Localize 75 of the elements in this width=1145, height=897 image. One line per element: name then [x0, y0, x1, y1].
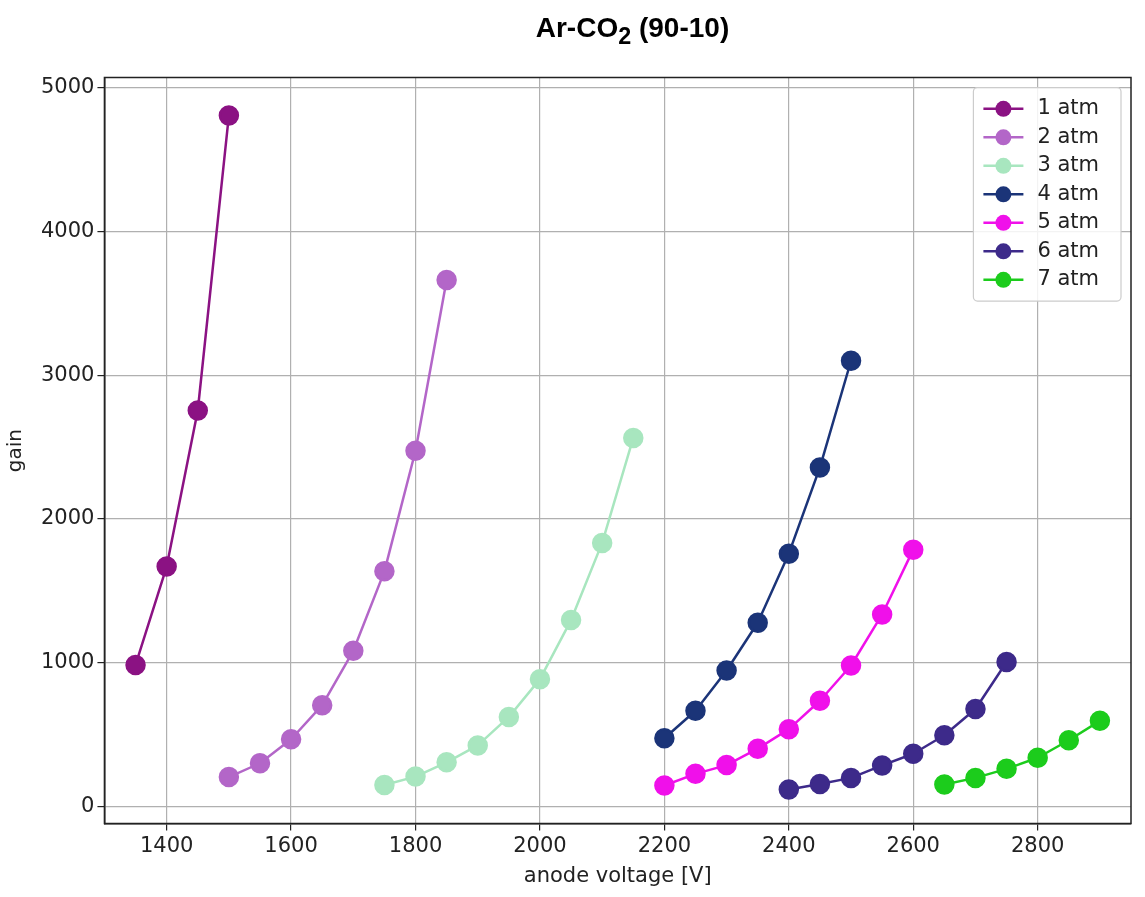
point [560, 609, 582, 631]
point [747, 612, 768, 634]
point [498, 706, 520, 728]
point [934, 724, 955, 746]
point [374, 561, 395, 582]
point [809, 457, 831, 478]
point [436, 269, 457, 291]
legend-label: 5 atm [1037, 209, 1100, 234]
x-tick-label: 2000 [513, 832, 567, 857]
x-tick-label: 2800 [1010, 832, 1065, 857]
point [840, 767, 862, 789]
point [654, 727, 675, 749]
chart-title: Ar-CO$_{2}$ (90-10) [535, 12, 730, 50]
point [809, 690, 831, 711]
point [1089, 710, 1111, 732]
point [840, 655, 862, 676]
point [965, 767, 986, 789]
x-tick-label: 2600 [886, 832, 940, 857]
point [343, 640, 364, 662]
point [654, 775, 675, 796]
point [903, 743, 924, 764]
x-tick-label: 1800 [388, 832, 443, 857]
legend-label: 1 atm [1037, 95, 1100, 120]
y-tick-label: 0 [81, 792, 95, 817]
point [311, 694, 333, 716]
legend-label: 6 atm [1037, 237, 1100, 262]
point [778, 718, 800, 740]
point [591, 532, 613, 554]
legend-label: 7 atm [1037, 266, 1100, 291]
point [623, 427, 644, 449]
x-axis-title: anode voltage [V] [523, 862, 712, 887]
point [685, 763, 706, 785]
point [436, 752, 457, 773]
point [280, 728, 302, 750]
legend-label: 4 atm [1037, 180, 1100, 205]
x-tick-label: 2200 [637, 832, 692, 857]
point [1058, 729, 1080, 751]
y-tick-label: 1000 [40, 649, 95, 674]
point [871, 604, 893, 625]
point [996, 758, 1017, 780]
point [996, 651, 1017, 673]
y-tick-label: 3000 [40, 361, 95, 386]
x-tick-label: 1400 [139, 832, 194, 857]
point [747, 738, 768, 759]
legend-label: 3 atm [1037, 152, 1100, 177]
point [405, 440, 426, 461]
point [218, 105, 240, 126]
point [249, 752, 271, 774]
y-tick-label: 5000 [40, 74, 95, 99]
point [187, 400, 209, 421]
y-tick-label: 2000 [40, 505, 95, 530]
point [778, 779, 800, 800]
x-tick-label: 2400 [762, 832, 816, 857]
legend-label: 2 atm [1037, 123, 1100, 148]
point [1027, 747, 1048, 769]
point [467, 735, 488, 756]
point [125, 654, 146, 676]
point [809, 773, 831, 795]
point [840, 350, 862, 372]
point [871, 755, 893, 776]
point [778, 543, 800, 564]
point [156, 556, 177, 577]
point [529, 668, 551, 690]
x-tick-label: 1600 [264, 832, 318, 857]
point [685, 700, 706, 722]
point [965, 698, 986, 720]
point [218, 766, 240, 788]
y-axis-title: gain [2, 429, 27, 473]
point [903, 539, 924, 560]
point [934, 774, 955, 795]
point [716, 754, 737, 776]
point [716, 660, 737, 681]
y-tick-label: 4000 [40, 217, 95, 242]
point [405, 766, 426, 787]
point [374, 774, 395, 796]
